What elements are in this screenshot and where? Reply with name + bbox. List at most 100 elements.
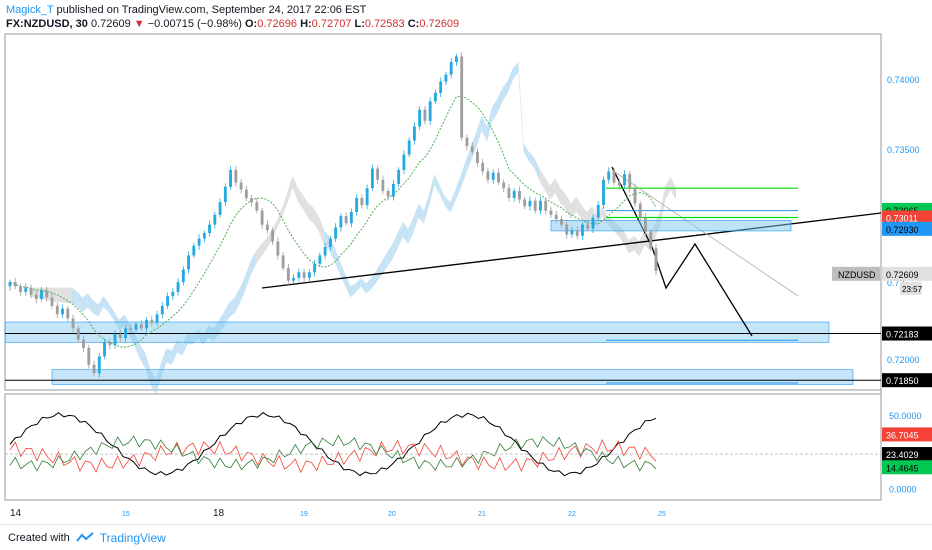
- cloud-segment: [450, 189, 456, 213]
- candle-body: [250, 197, 254, 203]
- cloud-segment: [350, 283, 356, 298]
- candle-body: [497, 172, 500, 183]
- candle-body: [55, 305, 59, 315]
- candle-body: [223, 186, 227, 203]
- candle-body: [187, 255, 191, 270]
- candle: [575, 226, 579, 240]
- cloud-segment: [381, 252, 388, 275]
- candle: [628, 170, 632, 193]
- candle: [260, 207, 264, 229]
- candle-body: [628, 174, 632, 189]
- candle-body: [82, 339, 85, 348]
- cloud-segment: [93, 300, 99, 317]
- candle: [139, 319, 143, 332]
- author-link[interactable]: Magick_T: [6, 4, 54, 16]
- cloud-segment: [66, 287, 73, 304]
- symbol-tag: NZDUSD: [838, 270, 876, 280]
- candle-body: [439, 81, 443, 93]
- cloud-segment: [534, 157, 540, 181]
- candle-body: [654, 248, 658, 271]
- time-tick-label: 22: [568, 511, 576, 518]
- candle-body: [145, 319, 148, 329]
- indicator-value-label: 23.4029: [882, 447, 932, 462]
- candle-body: [649, 231, 653, 249]
- candle-body: [307, 272, 311, 278]
- candle: [370, 164, 374, 191]
- open-label: O:: [245, 18, 258, 30]
- cloud-segment: [366, 277, 372, 294]
- cloud-segment: [135, 333, 141, 360]
- candle-body: [24, 287, 28, 292]
- candle: [497, 168, 500, 186]
- candle: [344, 212, 348, 226]
- price-label: 0.72930: [882, 221, 932, 236]
- cloud-segment: [565, 193, 571, 219]
- candle-body: [66, 308, 70, 319]
- candle-body: [539, 200, 542, 211]
- candle: [307, 268, 311, 281]
- created-with-text: Created with: [8, 531, 70, 544]
- time-tick-label: 18: [213, 508, 225, 519]
- candle: [229, 166, 233, 190]
- candle: [255, 198, 259, 214]
- candle: [13, 277, 17, 290]
- cloud-segment: [392, 233, 398, 260]
- cloud-segment: [539, 168, 545, 191]
- candle: [118, 329, 122, 342]
- candle: [507, 184, 511, 202]
- cloud-segment: [639, 230, 645, 257]
- price-chart[interactable]: 0.740000.735000.720.720000.730650.730110…: [0, 0, 932, 524]
- candle-body: [234, 169, 238, 183]
- candle: [591, 214, 595, 233]
- candle: [297, 268, 301, 282]
- candle-body: [302, 272, 306, 278]
- candle-body: [276, 241, 280, 256]
- cloud-segment: [203, 325, 209, 345]
- cloud-segment: [560, 188, 566, 210]
- indicator-minus-di-line: [9, 439, 657, 474]
- candle-body: [423, 109, 427, 121]
- cloud-segment: [303, 195, 309, 219]
- candle: [533, 197, 537, 214]
- candle-body: [633, 188, 637, 204]
- cloud-segment: [114, 311, 120, 331]
- cloud-segment: [455, 175, 461, 202]
- candle: [271, 227, 275, 245]
- candle: [454, 53, 458, 66]
- candle-body: [181, 269, 185, 283]
- candle-body: [638, 203, 642, 218]
- tradingview-brand-link[interactable]: TradingView: [99, 530, 166, 545]
- candle-body: [454, 56, 458, 63]
- candle-body: [8, 282, 12, 287]
- cloud-segment: [465, 146, 472, 175]
- candle: [61, 304, 64, 319]
- cloud-segment: [77, 291, 83, 313]
- candle: [418, 106, 422, 131]
- candle: [486, 167, 490, 184]
- cloud-segment: [229, 297, 235, 317]
- candle-body: [328, 238, 332, 248]
- candle-body: [518, 190, 521, 200]
- cloud-segment: [628, 235, 634, 254]
- candle: [475, 148, 479, 167]
- indicator-value-text: 14.4645: [886, 463, 919, 473]
- candle-body: [602, 179, 605, 205]
- support-zone: [4, 321, 830, 343]
- cloud-segment: [602, 206, 608, 225]
- price-label: 0.71850: [882, 373, 932, 388]
- candle-body: [71, 318, 75, 329]
- candle: [581, 222, 584, 240]
- candle-body: [313, 263, 317, 273]
- drawing-tools: [261, 166, 882, 337]
- candle-body: [260, 210, 264, 225]
- candle: [512, 188, 516, 202]
- candle-body: [512, 190, 516, 198]
- candle: [470, 142, 474, 155]
- candle-body: [470, 146, 474, 152]
- cloud-segment: [182, 333, 188, 356]
- cloud-segment: [355, 277, 361, 294]
- price-label-box: [882, 266, 932, 281]
- chart-header: Magick_T published on TradingView.com, S…: [0, 0, 932, 34]
- price-label-box: [882, 221, 932, 236]
- countdown: 23:57: [902, 285, 923, 294]
